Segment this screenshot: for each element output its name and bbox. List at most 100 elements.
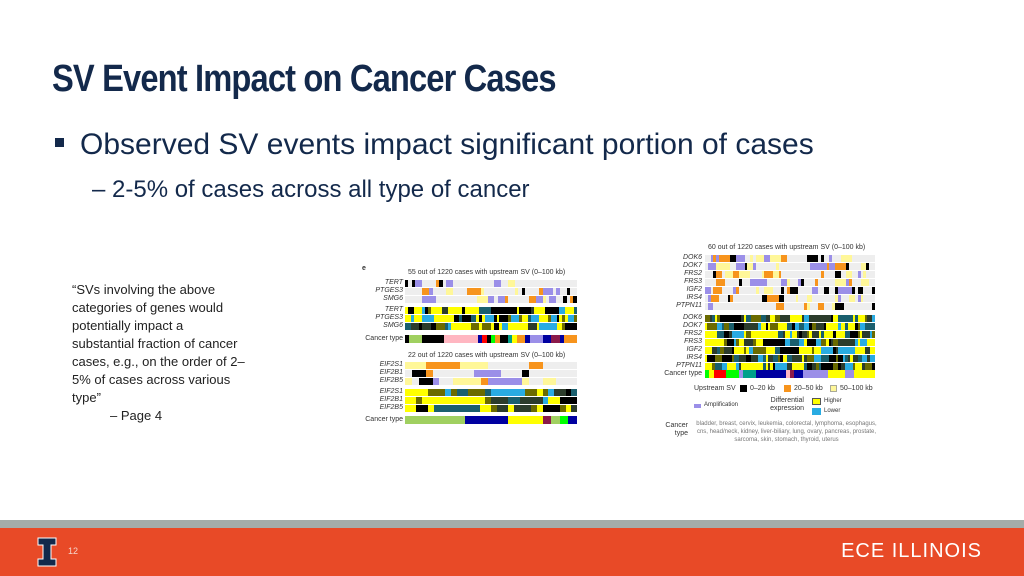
heat-cell: [787, 315, 790, 322]
heat-cell: [538, 335, 543, 343]
heat-cell: [565, 397, 572, 404]
heat-cell: [755, 279, 759, 286]
heat-cell: [871, 295, 875, 302]
heat-cell: [446, 280, 450, 287]
heat-cell: [473, 370, 481, 377]
heat-cell: [565, 405, 572, 412]
heat-cell: [746, 315, 749, 322]
heat-cell: [717, 315, 720, 322]
heat-cell: [565, 389, 572, 396]
heat-cell: [826, 287, 830, 294]
heat-cell: [782, 339, 785, 346]
heat-cell: [439, 370, 447, 377]
heat-cell: [743, 363, 747, 370]
heat-cell: [772, 339, 776, 346]
heat-cell: [456, 405, 463, 412]
heat-cell: [734, 331, 737, 338]
heat-cell: [528, 370, 536, 377]
heat-cell: [470, 288, 474, 295]
heat-cell: [826, 303, 830, 310]
gene-label: TERT: [384, 306, 403, 313]
heat-cell: [854, 303, 858, 310]
heat-cell: [482, 323, 486, 330]
heat-cell: [869, 315, 873, 322]
heat-cell: [792, 315, 795, 322]
heat-cell: [789, 303, 793, 310]
heat-cell: [778, 287, 782, 294]
heat-cell: [516, 335, 522, 343]
heat-cell: [465, 315, 468, 322]
heat-cell: [445, 307, 448, 314]
heat-cell: [439, 280, 443, 287]
heat-cell: [570, 280, 574, 287]
heat-cell: [491, 389, 497, 396]
heat-cell: [845, 315, 848, 322]
heat-cell: [755, 295, 759, 302]
heat-cell: [721, 255, 725, 262]
heat-cell: [717, 323, 720, 330]
heat-cell: [854, 271, 858, 278]
heat-cell: [496, 397, 503, 404]
heat-cell: [809, 271, 813, 278]
heat-cell: [442, 307, 446, 314]
heat-cell: [743, 339, 747, 346]
heat-cell: [833, 315, 836, 322]
heat-cell: [811, 370, 816, 378]
heat-cell: [714, 331, 718, 338]
heat-cell: [812, 295, 816, 302]
heat-cell: [818, 339, 822, 346]
heat-cell: [724, 295, 728, 302]
heat-cell: [487, 362, 495, 369]
heat-cell: [426, 335, 431, 343]
heat-cell: [433, 405, 440, 412]
heat-cell: [830, 331, 834, 338]
heat-cell: [542, 370, 550, 377]
heat-cell: [726, 331, 730, 338]
quote-block: “SVs involving the above categories of g…: [72, 281, 247, 425]
heat-cell: [531, 397, 537, 404]
heat-cell: [857, 279, 861, 286]
gene-label: TERT: [384, 279, 403, 286]
heat-cell: [835, 271, 838, 278]
heat-cell: [849, 287, 853, 294]
heat-cell: [563, 362, 570, 369]
heat-cell: [453, 370, 460, 377]
heat-cell: [563, 288, 567, 295]
heat-cell: [809, 355, 812, 362]
heat-cell: [760, 323, 764, 330]
heat-cell: [849, 303, 853, 310]
heat-cell: [777, 315, 781, 322]
heat-cell: [823, 363, 827, 370]
heat-cell: [812, 287, 816, 294]
heat-cell: [550, 323, 554, 330]
heat-cell: [828, 323, 831, 330]
heat-cell: [826, 263, 830, 270]
heat-cell: [772, 263, 776, 270]
heat-cell: [767, 339, 771, 346]
heat-cell: [792, 339, 795, 346]
heat-cell: [442, 288, 447, 295]
heat-cell: [453, 288, 457, 295]
heat-cell: [408, 288, 412, 295]
heat-cell: [855, 315, 858, 322]
heat-cell: [775, 287, 779, 294]
gene-label: FRS3: [684, 338, 702, 345]
heat-cell: [721, 287, 725, 294]
heat-cell: [559, 323, 563, 330]
heat-cell: [781, 287, 785, 294]
heat-cell: [453, 378, 460, 385]
heat-cell: [707, 331, 710, 338]
heat-cell: [846, 295, 850, 302]
legend-amplification: Amplification: [704, 402, 739, 408]
heat-cell: [453, 362, 460, 369]
heat-cell: [513, 397, 520, 404]
legend-cancer-type-label: Cancer type: [665, 422, 688, 437]
heat-cell: [734, 363, 737, 370]
heat-cell: [794, 315, 798, 322]
heat-cell: [753, 263, 756, 270]
heat-cell: [866, 303, 870, 310]
heat-cell: [734, 339, 737, 346]
quote-text: “SVs involving the above categories of g…: [72, 282, 245, 405]
heat-cell: [835, 295, 838, 302]
heat-cell: [741, 303, 745, 310]
